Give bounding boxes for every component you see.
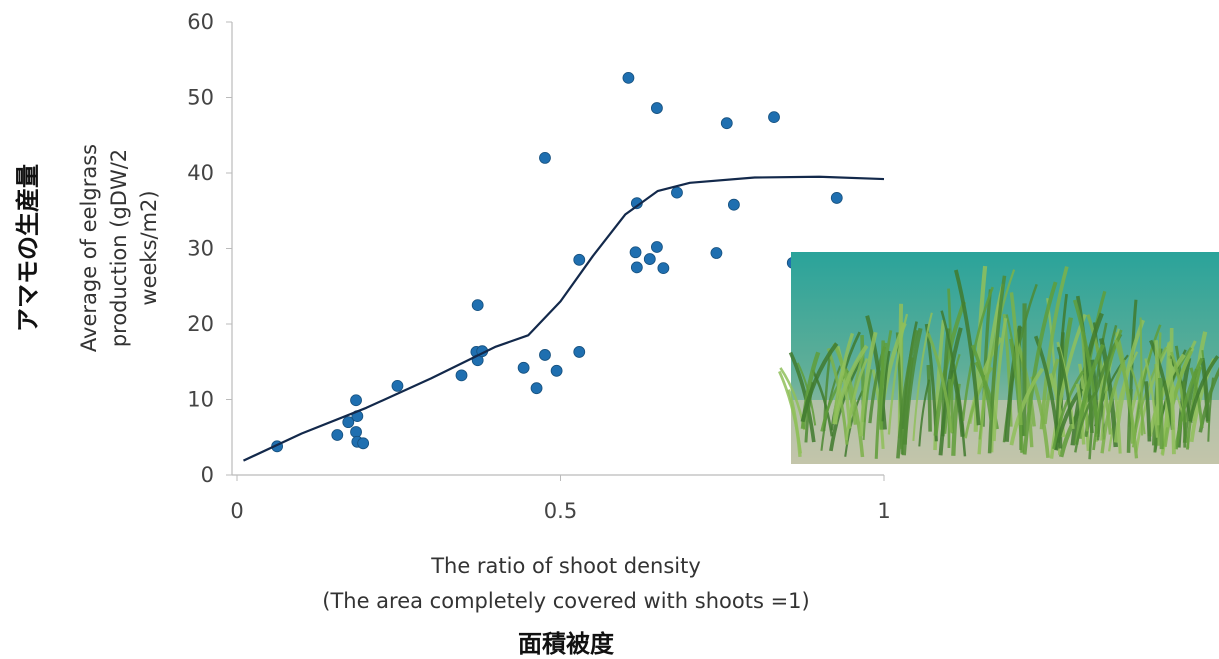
labels: アマモの生産量 Average of eelgrass production (… — [14, 144, 810, 658]
x-axis-title: (The area completely covered with shoots… — [322, 589, 809, 613]
y-axis-title: production (gDW/2 — [107, 149, 131, 347]
point — [831, 192, 842, 203]
y-tick-label: 10 — [187, 388, 214, 412]
grass-blade — [928, 365, 930, 432]
point — [551, 365, 562, 376]
y-tick-label: 0 — [201, 463, 214, 487]
y-tick-label: 60 — [187, 10, 214, 34]
point — [518, 362, 529, 373]
point — [623, 72, 634, 83]
point — [472, 300, 483, 311]
point — [456, 370, 467, 381]
point — [574, 254, 585, 265]
point — [721, 118, 732, 129]
y-axis-title: weeks/m2) — [137, 190, 161, 305]
point — [531, 383, 542, 394]
point — [358, 438, 369, 449]
axes: 0 10 20 30 40 50 60 0 0.5 1 — [187, 10, 890, 523]
y-tick-label: 30 — [187, 237, 214, 261]
point — [658, 263, 669, 274]
x-tick-label: 1 — [877, 499, 890, 523]
point — [728, 199, 739, 210]
point — [711, 248, 722, 259]
photo — [779, 252, 1219, 464]
point — [769, 112, 780, 123]
point — [651, 103, 662, 114]
fit-curve — [243, 177, 884, 461]
y-tick-label: 50 — [187, 86, 214, 110]
point — [539, 152, 550, 163]
chart: 0 10 20 30 40 50 60 0 0.5 1 アマモの生産量 Average of ee… — [0, 0, 1219, 659]
point — [671, 187, 682, 198]
grass-blade — [1160, 378, 1162, 449]
point — [644, 254, 655, 265]
x-axis-title-ja: 面積被度 — [518, 630, 615, 658]
y-axis-title-ja: アマモの生産量 — [14, 164, 42, 332]
grass-blade — [1156, 340, 1158, 425]
point — [351, 426, 362, 437]
point — [351, 395, 362, 406]
point — [392, 380, 403, 391]
point — [332, 429, 343, 440]
x-tick-label: 0 — [230, 499, 243, 523]
x-axis-title: The ratio of shoot density — [430, 554, 701, 578]
plot — [243, 72, 884, 460]
point — [630, 247, 641, 258]
point — [539, 349, 550, 360]
y-tick-label: 20 — [187, 312, 214, 336]
y-axis-title: Average of eelgrass — [77, 144, 101, 352]
point — [631, 262, 642, 273]
y-tick-label: 40 — [187, 161, 214, 185]
point — [574, 346, 585, 357]
point — [651, 241, 662, 252]
x-tick-label: 0.5 — [544, 499, 577, 523]
